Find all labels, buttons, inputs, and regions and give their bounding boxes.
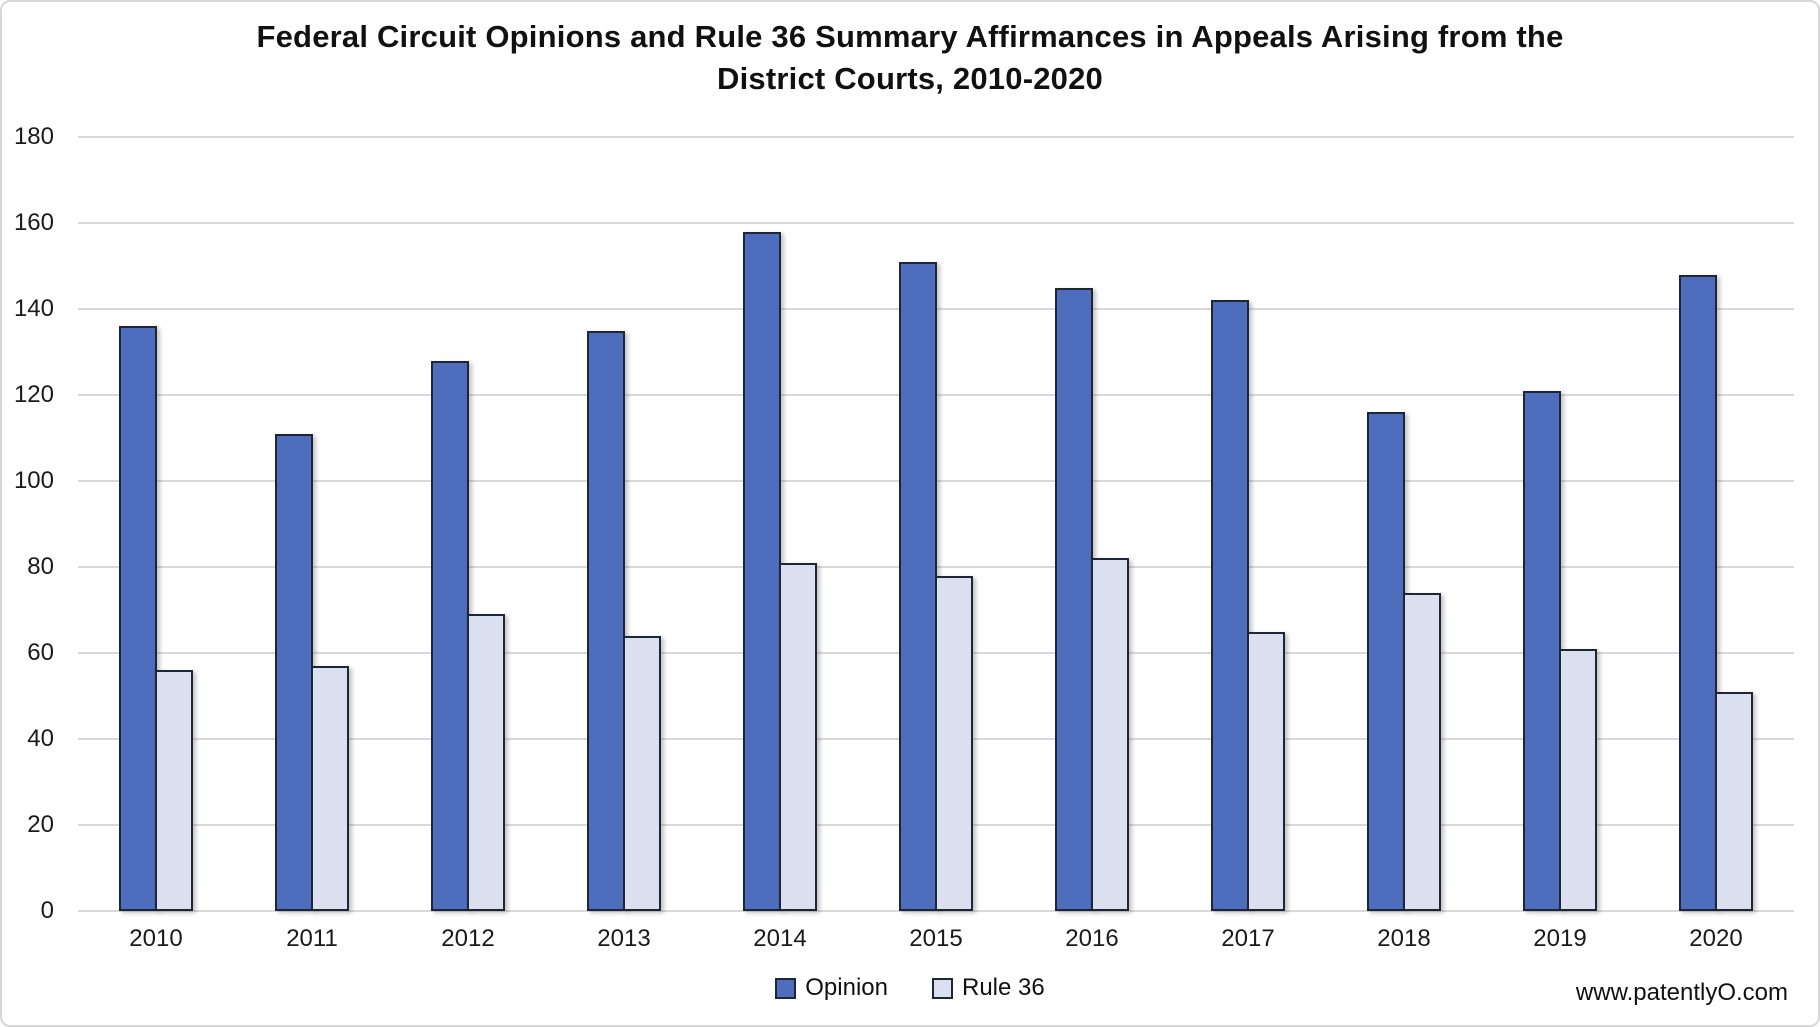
rule36-bar-2010	[154, 670, 193, 911]
rule36-bar-2012	[466, 614, 505, 911]
chart-title: Federal Circuit Opinions and Rule 36 Sum…	[256, 19, 1564, 96]
opinion-bar-2011	[275, 433, 314, 911]
rule36-bar-2019	[1558, 648, 1597, 911]
opinion-swatch-icon	[775, 977, 797, 999]
opinion-bar-2010	[119, 326, 158, 911]
bar-group-2011	[234, 137, 390, 911]
bar-group-2015	[858, 137, 1014, 911]
opinion-bar-2020	[1679, 274, 1718, 911]
rule36-swatch-icon	[932, 977, 953, 999]
y-tick-label-60: 60	[27, 639, 54, 667]
bar-group-2013	[546, 137, 702, 911]
x-tick-label-2014: 2014	[753, 925, 807, 952]
x-axis: 2010 2011 2012 2013 2014 2015 2016 2017 2018 2019…	[78, 925, 1794, 953]
rule36-bar-2018	[1402, 592, 1441, 911]
opinion-bar-2012	[431, 360, 470, 911]
bar-group-2019	[1482, 137, 1638, 911]
opinion-bar-2014	[743, 231, 782, 911]
x-tick-label-2020: 2020	[1689, 925, 1743, 952]
y-tick-label-0: 0	[40, 897, 54, 924]
y-axis: 0 20 40 60 80 100 120 140 160 180	[2, 125, 62, 923]
x-tick-label-2011: 2011	[286, 925, 338, 952]
legend-label-opinion: Opinion	[805, 974, 888, 1001]
legend-label-rule36: Rule 36	[962, 974, 1045, 1001]
legend-item-rule36: Rule 36	[932, 974, 1045, 1002]
watermark: www.patentlyO.com	[1575, 979, 1788, 1006]
rule36-bar-2020	[1714, 691, 1753, 911]
rule36-bar-2014	[778, 562, 817, 911]
y-tick-label-180: 180	[13, 123, 54, 150]
bar-group-2018	[1326, 137, 1482, 911]
y-tick-label-20: 20	[27, 811, 54, 838]
opinion-bar-2015	[899, 261, 938, 911]
bar-group-2016	[1014, 137, 1170, 911]
legend-item-opinion: Opinion	[775, 974, 888, 1002]
y-tick-label-140: 140	[13, 295, 54, 322]
bar-group-2017	[1170, 137, 1326, 911]
gridline-0	[78, 910, 1794, 912]
y-tick-label-80: 80	[27, 553, 54, 580]
x-tick-label-2015: 2015	[909, 925, 963, 952]
opinion-bar-2016	[1055, 287, 1094, 911]
bar-group-2020	[1638, 137, 1794, 911]
rule36-bar-2015	[934, 575, 973, 911]
y-tick-label-120: 120	[13, 381, 54, 409]
opinion-bar-2019	[1523, 390, 1562, 911]
rule36-bar-2016	[1090, 558, 1129, 911]
x-tick-label-2012: 2012	[441, 925, 495, 952]
rule36-bar-2013	[622, 635, 661, 911]
plot-area	[78, 136, 1794, 912]
y-tick-label-40: 40	[27, 725, 54, 752]
opinion-bar-2017	[1211, 300, 1250, 911]
opinion-bar-2018	[1367, 412, 1406, 911]
gridline-180	[78, 136, 1794, 138]
x-tick-label-2018: 2018	[1377, 925, 1431, 952]
gridline-160	[78, 222, 1794, 224]
x-tick-label-2010: 2010	[129, 925, 183, 952]
x-tick-label-2017: 2017	[1221, 925, 1275, 952]
rule36-bar-2017	[1246, 631, 1285, 911]
x-tick-label-2013: 2013	[597, 925, 651, 952]
bar-groups	[78, 137, 1794, 911]
rule36-bar-2011	[310, 665, 349, 911]
bar-group-2014	[702, 137, 858, 911]
x-tick-label-2016: 2016	[1065, 925, 1119, 952]
opinion-bar-2013	[587, 330, 626, 911]
bar-group-2012	[390, 137, 546, 911]
x-tick-label-2019: 2019	[1533, 925, 1587, 952]
legend: Opinion Rule 36	[2, 974, 1818, 1002]
bar-group-2010	[78, 137, 234, 911]
y-tick-label-100: 100	[13, 467, 54, 494]
y-tick-label-160: 160	[13, 209, 54, 236]
